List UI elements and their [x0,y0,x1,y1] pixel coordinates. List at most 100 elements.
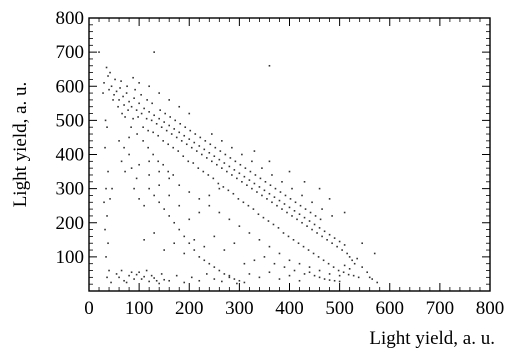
data-point [198,256,201,258]
data-point [138,102,140,105]
data-point [228,274,231,277]
data-point [268,271,271,274]
data-point [338,274,341,277]
data-point [246,184,248,187]
data-point [263,256,266,258]
data-point [261,167,263,169]
data-point [318,276,321,279]
data-point [182,155,185,158]
data-point [152,153,154,156]
data-point [348,268,351,270]
data-point [98,51,100,53]
data-point [207,174,210,176]
data-point [153,114,155,117]
data-point [172,146,175,149]
data-point [271,201,273,204]
y-tick-label: 100 [56,247,85,268]
data-point [288,259,291,262]
data-point [118,99,120,101]
data-point [361,266,363,268]
data-point [137,116,139,118]
data-point [247,204,250,207]
data-point [157,160,159,163]
data-point [322,259,325,262]
data-point [361,242,363,245]
data-point [257,213,260,216]
data-point [110,85,113,88]
data-point [301,221,303,224]
data-point [288,170,291,173]
data-point [221,140,223,142]
x-tick-label: 300 [225,298,254,319]
data-point [313,223,316,226]
data-point [169,116,172,118]
data-point [108,269,110,272]
data-point [193,239,196,241]
data-point [193,141,196,144]
data-point [242,201,245,204]
data-point [236,282,238,285]
data-point [120,269,123,272]
y-tick-label: 700 [56,42,85,63]
data-point [130,105,133,108]
plot-frame [88,17,491,292]
data-point [343,244,346,246]
data-point [254,174,257,176]
data-point [109,71,111,74]
data-point [127,109,129,111]
data-point [241,181,243,183]
data-point [143,107,145,110]
data-point [148,280,150,283]
data-point [178,184,181,187]
data-point [138,82,140,84]
data-point [119,87,121,89]
data-point [341,249,343,251]
data-point [321,235,323,238]
data-point [216,163,218,166]
x-tick-label: 800 [476,298,505,319]
data-point [195,150,198,152]
data-point [136,133,138,135]
data-point [264,181,267,183]
data-point [103,201,105,204]
data-point [371,278,374,280]
data-point [346,252,348,255]
data-point [147,129,149,132]
data-point [293,269,296,272]
data-point [130,271,133,274]
data-point [232,192,235,195]
data-point [311,201,313,204]
data-point [143,204,145,207]
data-point [197,167,200,169]
data-point [178,105,181,108]
data-point [138,163,140,166]
data-point [124,116,126,118]
data-point [356,257,358,260]
data-point [168,99,170,101]
data-point [228,165,231,168]
data-point [281,181,283,183]
data-point [123,104,125,106]
data-point [228,218,231,221]
data-point [213,266,216,268]
x-tick-labels: 0 100 200 300 400 500 600 700 800 [84,298,504,319]
data-point [177,150,180,152]
data-point [140,93,142,96]
data-point [164,112,166,115]
x-tick-label: 200 [175,298,204,319]
data-point [165,129,168,132]
data-point [327,262,330,265]
data-point [118,140,120,142]
data-point [183,252,186,255]
data-point [183,235,186,238]
data-point [302,245,305,248]
data-point [348,256,351,258]
data-point [244,167,247,169]
data-point [283,266,286,268]
data-point [145,269,148,272]
y-tick-label: 600 [56,76,85,97]
data-point [105,187,107,190]
data-point [287,235,290,238]
data-point [223,162,226,164]
data-point [198,198,201,200]
